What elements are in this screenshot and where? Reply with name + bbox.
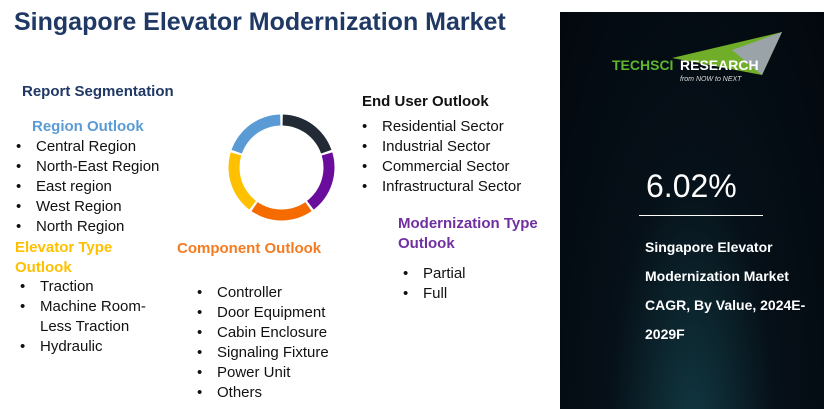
list-item: Cabin Enclosure [195, 323, 329, 343]
list-item: Commercial Sector [360, 157, 521, 177]
list-item: East region [14, 177, 159, 197]
list-item: Central Region [14, 137, 159, 157]
svg-text:TECHSCI: TECHSCI [612, 57, 673, 73]
techsci-logo: TECHSCI RESEARCH from NOW to NEXT [612, 32, 782, 83]
region-list: Central Region North-East Region East re… [14, 137, 159, 237]
elevator-type-list: Traction Machine Room-Less Traction Hydr… [18, 277, 170, 357]
component-heading: Component Outlook [177, 240, 322, 257]
list-item: Traction [18, 277, 170, 297]
list-item: Signaling Fixture [195, 343, 329, 363]
cagr-panel [560, 12, 824, 409]
page-title: Singapore Elevator Modernization Market [14, 8, 506, 36]
donut-segment [231, 114, 281, 154]
donut-segment [282, 114, 332, 154]
component-list: Controller Door Equipment Cabin Enclosur… [195, 283, 329, 403]
list-item: Industrial Sector [360, 137, 521, 157]
region-heading: Region Outlook [32, 118, 144, 135]
list-item: Full [401, 284, 466, 304]
list-item: Door Equipment [195, 303, 329, 323]
modernization-heading: Modernization Type Outlook [398, 215, 538, 252]
svg-text:from NOW to NEXT: from NOW to NEXT [680, 76, 742, 83]
elevator-type-heading: Elevator Type Outlook [15, 239, 113, 276]
list-item: Hydraulic [18, 337, 170, 357]
donut-segment [228, 152, 256, 210]
report-segmentation-heading: Report Segmentation [22, 83, 174, 100]
segmentation-donut [228, 114, 335, 221]
modernization-list: Partial Full [401, 264, 466, 304]
list-item: Power Unit [195, 363, 329, 383]
list-item: Machine Room-Less Traction [18, 297, 170, 337]
list-item: Controller [195, 283, 329, 303]
list-item: Infrastructural Sector [360, 177, 521, 197]
end-user-list: Residential Sector Industrial Sector Com… [360, 117, 521, 197]
divider [639, 215, 763, 216]
list-item: West Region [14, 197, 159, 217]
cagr-value: 6.02% [646, 168, 737, 204]
list-item: Partial [401, 264, 466, 284]
end-user-heading: End User Outlook [362, 93, 489, 110]
cagr-description: Singapore Elevator Modernization Market … [645, 239, 806, 342]
svg-text:RESEARCH: RESEARCH [680, 57, 759, 73]
list-item: Residential Sector [360, 117, 521, 137]
list-item: North Region [14, 217, 159, 237]
donut-segment [307, 152, 335, 210]
donut-segment [251, 202, 312, 221]
list-item: Others [195, 383, 329, 403]
list-item: North-East Region [14, 157, 159, 177]
